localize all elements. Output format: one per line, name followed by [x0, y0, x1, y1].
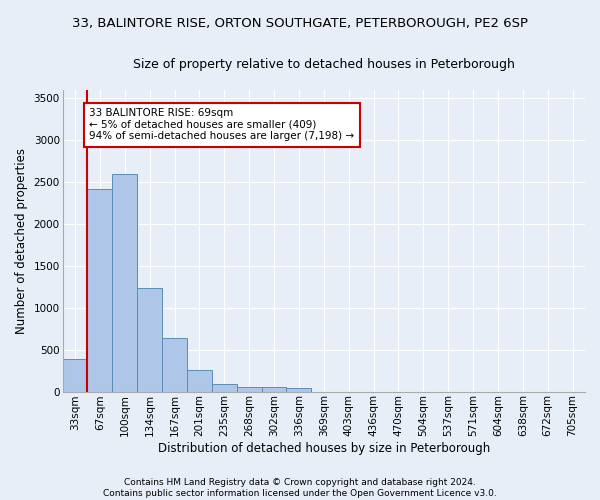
Bar	[286, 388, 311, 392]
Bar	[162, 338, 187, 392]
Text: 33, BALINTORE RISE, ORTON SOUTHGATE, PETERBOROUGH, PE2 6SP: 33, BALINTORE RISE, ORTON SOUTHGATE, PET…	[72, 18, 528, 30]
Bar	[137, 288, 162, 392]
Text: 33 BALINTORE RISE: 69sqm
← 5% of detached houses are smaller (409)
94% of semi-d: 33 BALINTORE RISE: 69sqm ← 5% of detache…	[89, 108, 355, 142]
Bar	[187, 370, 212, 392]
Bar	[62, 359, 88, 392]
Text: Contains HM Land Registry data © Crown copyright and database right 2024.
Contai: Contains HM Land Registry data © Crown c…	[103, 478, 497, 498]
Y-axis label: Number of detached properties: Number of detached properties	[15, 148, 28, 334]
Bar	[262, 387, 286, 392]
Bar	[212, 384, 237, 392]
X-axis label: Distribution of detached houses by size in Peterborough: Distribution of detached houses by size …	[158, 442, 490, 455]
Bar	[112, 174, 137, 392]
Bar	[237, 386, 262, 392]
Bar	[88, 188, 112, 392]
Title: Size of property relative to detached houses in Peterborough: Size of property relative to detached ho…	[133, 58, 515, 70]
